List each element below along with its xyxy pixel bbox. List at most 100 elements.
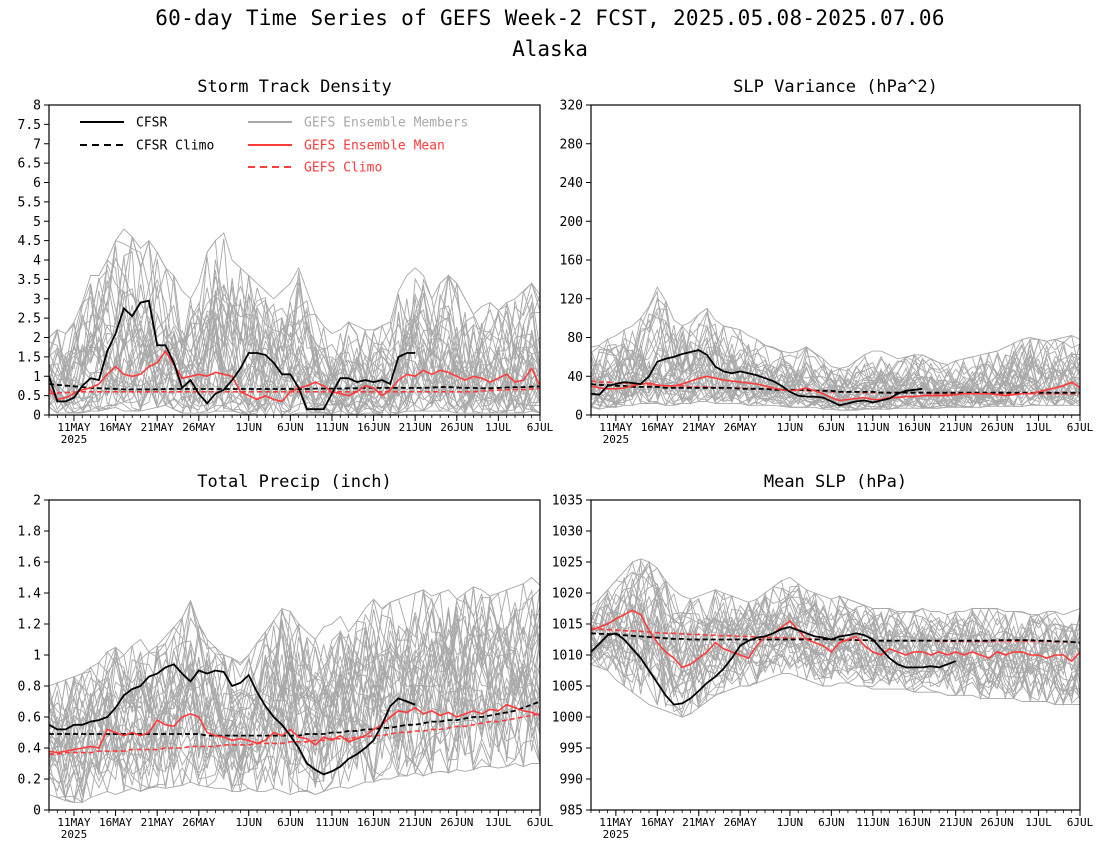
ensemble-member-line [49,294,540,403]
gefs-mean-line-slpvar [591,375,1080,402]
y-tick-label: 1015 [552,618,583,633]
x-tick-label: 1JUN [777,816,804,829]
panel-data-slpvar [591,286,1080,411]
panel-title-slpvar: SLP Variance (hPa^2) [733,77,938,97]
chart-main-subtitle: Alaska [512,37,588,61]
ensemble-member-line [49,354,540,415]
y-tick-label: 80 [567,331,583,346]
x-tick-label: 1JUL [485,816,512,829]
ensemble-member-line [591,560,1080,648]
ensemble-member-line [49,635,540,772]
y-tick-label: 8 [33,99,41,114]
y-tick-label: 1010 [552,649,583,664]
y-tick-label: 4.5 [18,234,41,249]
x-tick-label: 11JUN [315,816,348,829]
y-tick-label: 4 [33,254,41,269]
x-tick-label: 21JUN [399,816,432,829]
x-tick-label: 21JUN [939,816,972,829]
panel-data-storm [49,228,540,415]
x-tick-label: 21JUN [399,421,432,434]
x-tick-label: 6JUL [527,421,554,434]
y-tick-label: 3 [33,292,41,307]
ensemble-member-line [591,350,1080,407]
x-tick-label: 1JUL [1025,421,1052,434]
x-tick-label: 11MAY [57,421,90,434]
x-tick-label: 1JUL [1025,816,1052,829]
y-axis-slpvar: 0 40 80 120 160 200 240 280 320 [560,99,591,424]
y-tick-label: 1025 [552,556,583,571]
legend-cfsr-label: CFSR [136,116,167,131]
ensemble-member-lower-line [591,663,1080,718]
legend: CFSR CFSR Climo GEFS Ensemble Members GEFS … [80,116,468,176]
x-tick-label: 26JUN [981,421,1014,434]
y-tick-label: 1035 [552,494,583,509]
x-tick-label: 16JUN [898,421,931,434]
cfsr-climo-line-slpvar [591,383,1080,394]
x-tick-label: 16JUN [898,816,931,829]
ensemble-member-line [49,269,540,392]
y-tick-label: 5.5 [18,195,41,210]
x-tick-label: 26JUN [440,421,473,434]
cfsr-line-storm [49,299,416,411]
x-tick-label: 11JUN [315,421,348,434]
y-tick-label: 6 [33,176,41,191]
y-tick-label: 1 [33,649,41,664]
ensemble-members-slpvar [591,286,1080,411]
ensemble-member-line [591,560,1080,646]
legend-gefs-climo-label: GEFS Climo [304,161,382,176]
y-tick-label: 990 [560,773,583,788]
x-axis-storm: 11MAY 16MAY 21MAY 26MAY 1JUN 6JUN 11JUN 16JUN 21… [48,415,554,446]
panel-title-mslp: Mean SLP (hPa) [764,472,907,492]
ensemble-member-upper-line [591,286,1080,369]
x-tick-label: 21MAY [682,421,715,434]
gefs-climo-line-storm [49,387,540,395]
y-tick-label: 6.5 [18,157,41,172]
y-tick-label: 1005 [552,680,583,695]
y-tick-label: 1000 [552,711,583,726]
chart-main-title: 60-day Time Series of GEFS Week-2 FCST, … [155,6,945,30]
x-axis-slpvar: 11MAY 16MAY 21MAY 26MAY 1JUN 6JUN 11JUN 16JUN 21… [590,415,1094,446]
x-tick-label: 16MAY [99,816,132,829]
x-tick-label: 6JUN [277,421,304,434]
x-tick-label: 1JUL [485,421,512,434]
x-tick-label: 26JUN [981,816,1014,829]
x-tick-label: 21MAY [141,816,174,829]
x-year-label: 2025 [61,828,88,841]
ensemble-member-line [591,587,1080,666]
y-tick-label: 1.5 [18,350,41,365]
ensemble-member-line [591,297,1080,397]
ensemble-member-line [591,313,1080,392]
y-tick-label: 5 [33,215,41,230]
legend-gefs-mean-label: GEFS Ensemble Mean [304,139,445,154]
y-axis-precip: 0 0.2 0.4 0.6 0.8 1 1.2 1.4 1.6 1.8 2 [18,494,49,819]
panel-storm: Storm Track Density 0 0.5 1 1.5 2 2.5 3 3.5 4 4.5 5… [18,77,554,446]
ensemble-member-line [49,587,540,718]
x-tick-label: 6JUL [1067,816,1094,829]
ensemble-member-line [49,689,540,804]
cfsr-climo-line-mslp [591,632,1080,644]
cfsr-line-slpvar [591,349,923,407]
y-tick-label: 2.5 [18,312,41,327]
gefs-mean-line-precip [49,703,540,754]
y-axis-storm: 0 0.5 1 1.5 2 2.5 3 3.5 4 4.5 5 5.5 6 6.5 7 7.5 8 [18,99,49,424]
x-year-label: 2025 [61,433,88,446]
y-tick-label: 1.6 [18,556,41,571]
y-tick-label: 1020 [552,587,583,602]
y-tick-label: 985 [560,804,583,819]
y-tick-label: 0.6 [18,711,41,726]
ensemble-member-lower-line [591,400,1080,411]
ensemble-member-line [591,300,1080,388]
x-axis-precip: 11MAY 16MAY 21MAY 26MAY 1JUN 6JUN 11JUN 16JUN 21… [48,810,554,841]
y-tick-label: 160 [560,254,583,269]
x-tick-label: 6JUN [818,816,845,829]
panel-data-mslp [591,558,1080,718]
x-tick-label: 26MAY [182,816,215,829]
ensemble-member-line [49,593,540,727]
cfsr-climo-line-storm [49,383,540,391]
x-tick-label: 16MAY [99,421,132,434]
x-tick-label: 26MAY [724,421,757,434]
y-tick-label: 995 [560,742,583,757]
panel-data-precip [49,576,540,804]
ensemble-member-line [49,239,540,382]
y-tick-label: 200 [560,215,583,230]
